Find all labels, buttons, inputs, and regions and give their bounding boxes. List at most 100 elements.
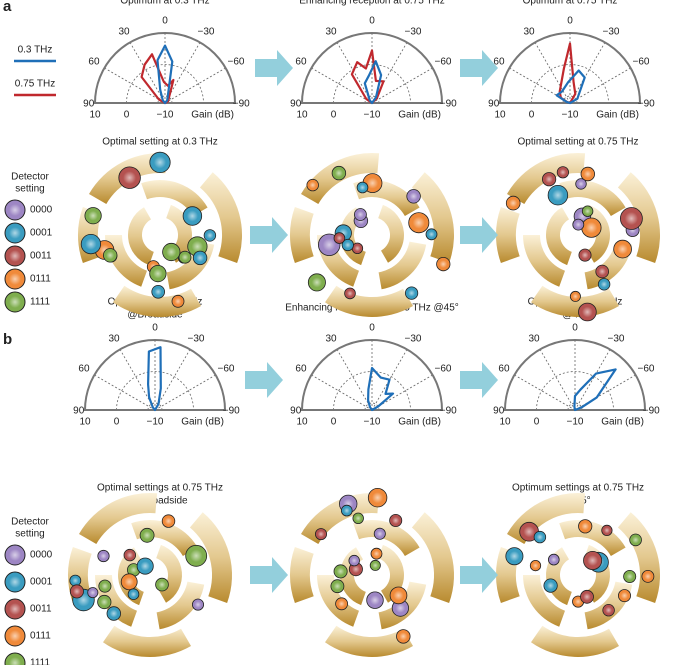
layout-title: Optimal settings at 0.75 THz — [97, 483, 223, 494]
grid-arc — [333, 64, 411, 104]
detector-glow — [309, 181, 317, 189]
angle-label: 0 — [567, 16, 573, 27]
detector-glow — [153, 156, 167, 169]
detector-glow — [392, 516, 400, 525]
angle-label: −30 — [405, 334, 422, 345]
radial-label: 0 — [331, 417, 337, 428]
detector-glow — [536, 533, 544, 541]
detector-glow — [181, 253, 189, 261]
detector-glow — [73, 587, 81, 596]
detector-glow — [344, 241, 352, 249]
detector-glow — [123, 171, 137, 185]
grid-spoke — [569, 67, 631, 104]
chip-arm — [104, 235, 147, 287]
legend-label: 0001 — [30, 577, 53, 588]
detector-glow — [322, 238, 336, 252]
chip-arm — [495, 207, 520, 263]
chip-arm — [378, 204, 405, 263]
angle-label: −60 — [218, 364, 235, 375]
detector-glow — [439, 260, 448, 269]
chip-arm — [523, 575, 565, 627]
chip-arm — [79, 492, 158, 544]
chip-arm — [289, 207, 314, 263]
grid-spoke — [154, 374, 216, 411]
detector-glow — [206, 231, 214, 239]
legend-title: Detector — [11, 517, 49, 528]
detector-glow — [158, 580, 166, 589]
chip-arm — [353, 519, 420, 556]
angle-label: 90 — [73, 406, 85, 417]
detector-glow — [399, 632, 408, 641]
detector-glow — [311, 277, 322, 288]
angle-label: −90 — [440, 99, 457, 110]
legend-title: setting — [15, 184, 44, 195]
detector-glow — [354, 245, 361, 252]
legend-label: 0011 — [30, 251, 52, 262]
detector-glow — [346, 290, 354, 297]
grid-spoke — [311, 374, 373, 411]
chip-arm — [199, 172, 243, 263]
angle-label: 30 — [528, 334, 540, 345]
detector-glow — [581, 251, 589, 259]
detector-glow — [101, 582, 109, 590]
legend-label: 0011 — [30, 604, 52, 615]
gain-pattern — [573, 368, 617, 412]
angle-label: −30 — [405, 27, 422, 38]
angle-label: −30 — [608, 334, 625, 345]
legend-swatch-glow — [9, 657, 21, 665]
detector-glow — [603, 527, 611, 534]
detector-glow — [174, 297, 182, 305]
detector-glow — [153, 268, 163, 279]
flow-arrow — [250, 557, 288, 593]
radial-title: Gain (dB) — [191, 110, 234, 121]
legend-swatch-glow — [9, 227, 21, 239]
angle-label: 0 — [152, 323, 158, 334]
detector-glow — [395, 603, 406, 613]
gain-pattern — [350, 49, 385, 105]
detector-glow — [129, 566, 138, 574]
legend-title: setting — [15, 529, 44, 540]
chip-arm — [289, 547, 314, 603]
angle-label: −60 — [638, 364, 655, 375]
legend-label: 0.75 THz — [15, 79, 55, 90]
detector-glow — [626, 572, 634, 581]
radial-label: 0 — [124, 110, 130, 121]
plot-title: Enhancing reception at 0.75 THz — [299, 0, 444, 7]
detector-glow — [88, 210, 98, 221]
chip-arm — [523, 235, 565, 287]
plot-title: Optimum at 0.75 THz — [523, 0, 618, 7]
angle-label: 0 — [572, 323, 578, 334]
detector-glow — [372, 562, 379, 569]
angle-label: 0 — [369, 16, 375, 27]
legend-label: 0.3 THz — [18, 45, 53, 56]
detector-glow — [574, 598, 582, 605]
radial-label: −10 — [364, 110, 381, 121]
legend-label: 0111 — [30, 631, 51, 642]
chip-arm — [545, 207, 572, 266]
chip-arm — [156, 544, 183, 603]
detector-glow — [166, 246, 177, 258]
legend-label: 0000 — [30, 550, 53, 561]
chip-arm — [559, 179, 626, 216]
grid-arc — [116, 371, 194, 411]
angle-label: −90 — [643, 406, 660, 417]
detector-glow — [334, 169, 343, 178]
angle-label: 60 — [88, 57, 100, 68]
detector-glow — [196, 253, 205, 262]
detector-glow — [552, 189, 564, 202]
grid-spoke — [534, 42, 571, 104]
detector-glow — [632, 536, 640, 544]
detector-glow — [412, 216, 425, 229]
detector-glow — [532, 562, 539, 569]
detector-glow — [338, 600, 346, 608]
angle-label: 90 — [83, 99, 95, 110]
flow-arrow — [460, 50, 498, 86]
detector-glow — [85, 238, 97, 250]
grid-spoke — [104, 67, 166, 104]
detector-glow — [154, 288, 162, 296]
radial-label: 10 — [79, 417, 91, 428]
angle-label: −60 — [435, 364, 452, 375]
chip-arm — [189, 512, 233, 603]
chip-arm — [325, 625, 413, 657]
